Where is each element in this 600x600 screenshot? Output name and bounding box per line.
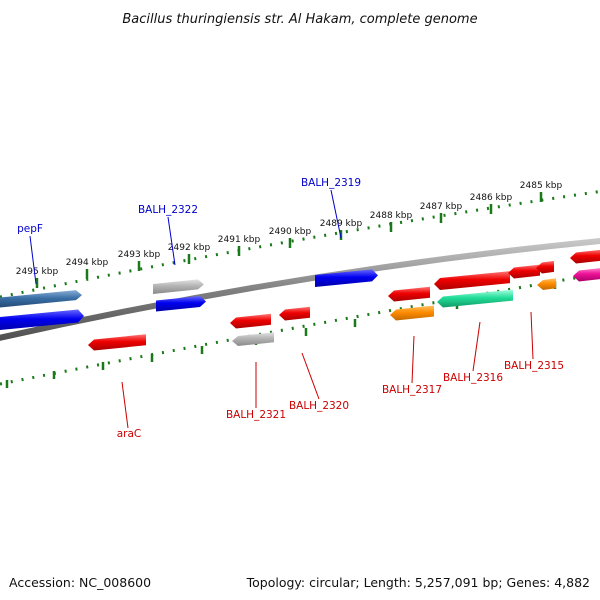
tick-label: 2495 kbp: [16, 267, 59, 277]
tick-label: 2492 kbp: [168, 243, 211, 253]
gene-label: BALH_2317: [382, 384, 442, 396]
label-leader-line: [530, 311, 534, 360]
cds-arrow-forward: [0, 309, 84, 331]
cds-arrow-forward: [315, 269, 378, 287]
label-leader-line: [29, 235, 37, 285]
map-title: Bacillus thuringiensis str. Al Hakam, co…: [122, 12, 477, 27]
tick-label: 2493 kbp: [118, 250, 161, 260]
cds-arrow-reverse: [230, 313, 271, 329]
tick-label: 2485 kbp: [520, 181, 563, 191]
kbp-ruler: 2495 kbp 2494 kbp 2493 kbp 2492 kbp 2491 kbp…: [5, 181, 563, 388]
gene-label: araC: [117, 428, 142, 440]
misc-feature-block: [573, 268, 600, 282]
gene-label-layer: pepFBALH_2322BALH_2319araCBALH_2321BALH_…: [17, 177, 564, 440]
topology-text: Topology: circular; Length: 5,257,091 bp…: [246, 575, 590, 590]
misc-feature-block: [437, 289, 513, 308]
rna-block: [537, 278, 556, 290]
label-leader-line: [411, 335, 415, 384]
accession-text: Accession: NC_008600: [9, 575, 152, 590]
gene-label: BALH_2321: [226, 409, 286, 421]
tick-label: 2487 kbp: [420, 202, 463, 212]
label-leader-line: [167, 216, 176, 266]
tick-label: 2489 kbp: [320, 219, 363, 229]
gene-label: BALH_2315: [504, 360, 564, 372]
label-leader-line: [121, 381, 129, 429]
rna-block: [390, 305, 434, 321]
tick-label: 2494 kbp: [66, 258, 109, 268]
tick-label: 2491 kbp: [218, 235, 261, 245]
label-leader-line: [330, 189, 342, 239]
cds-arrow-reverse: [570, 249, 600, 264]
pseudogene-block: [153, 279, 204, 294]
cds-arrow-reverse: [508, 264, 540, 279]
pseudogene-block: [232, 332, 274, 346]
tick-label: 2488 kbp: [370, 211, 413, 221]
cds-arrow-reverse: [279, 306, 310, 321]
gene-block: [0, 290, 82, 308]
label-leader-line: [472, 321, 481, 372]
gene-label: BALH_2320: [289, 400, 349, 412]
gene-label: BALH_2316: [443, 372, 503, 384]
feature-track: [0, 249, 600, 351]
gene-label: pepF: [17, 223, 43, 235]
gene-label: BALH_2319: [301, 177, 361, 189]
tick-label: 2486 kbp: [470, 193, 513, 203]
cds-arrow-reverse: [536, 260, 554, 274]
label-leader-line: [301, 352, 320, 400]
cds-arrow-reverse: [434, 271, 510, 290]
gene-label: BALH_2322: [138, 204, 198, 216]
cds-arrow-reverse: [88, 334, 146, 351]
tick-label: 2490 kbp: [269, 227, 312, 237]
cds-arrow-forward: [156, 296, 206, 312]
cds-arrow-reverse: [388, 286, 430, 302]
